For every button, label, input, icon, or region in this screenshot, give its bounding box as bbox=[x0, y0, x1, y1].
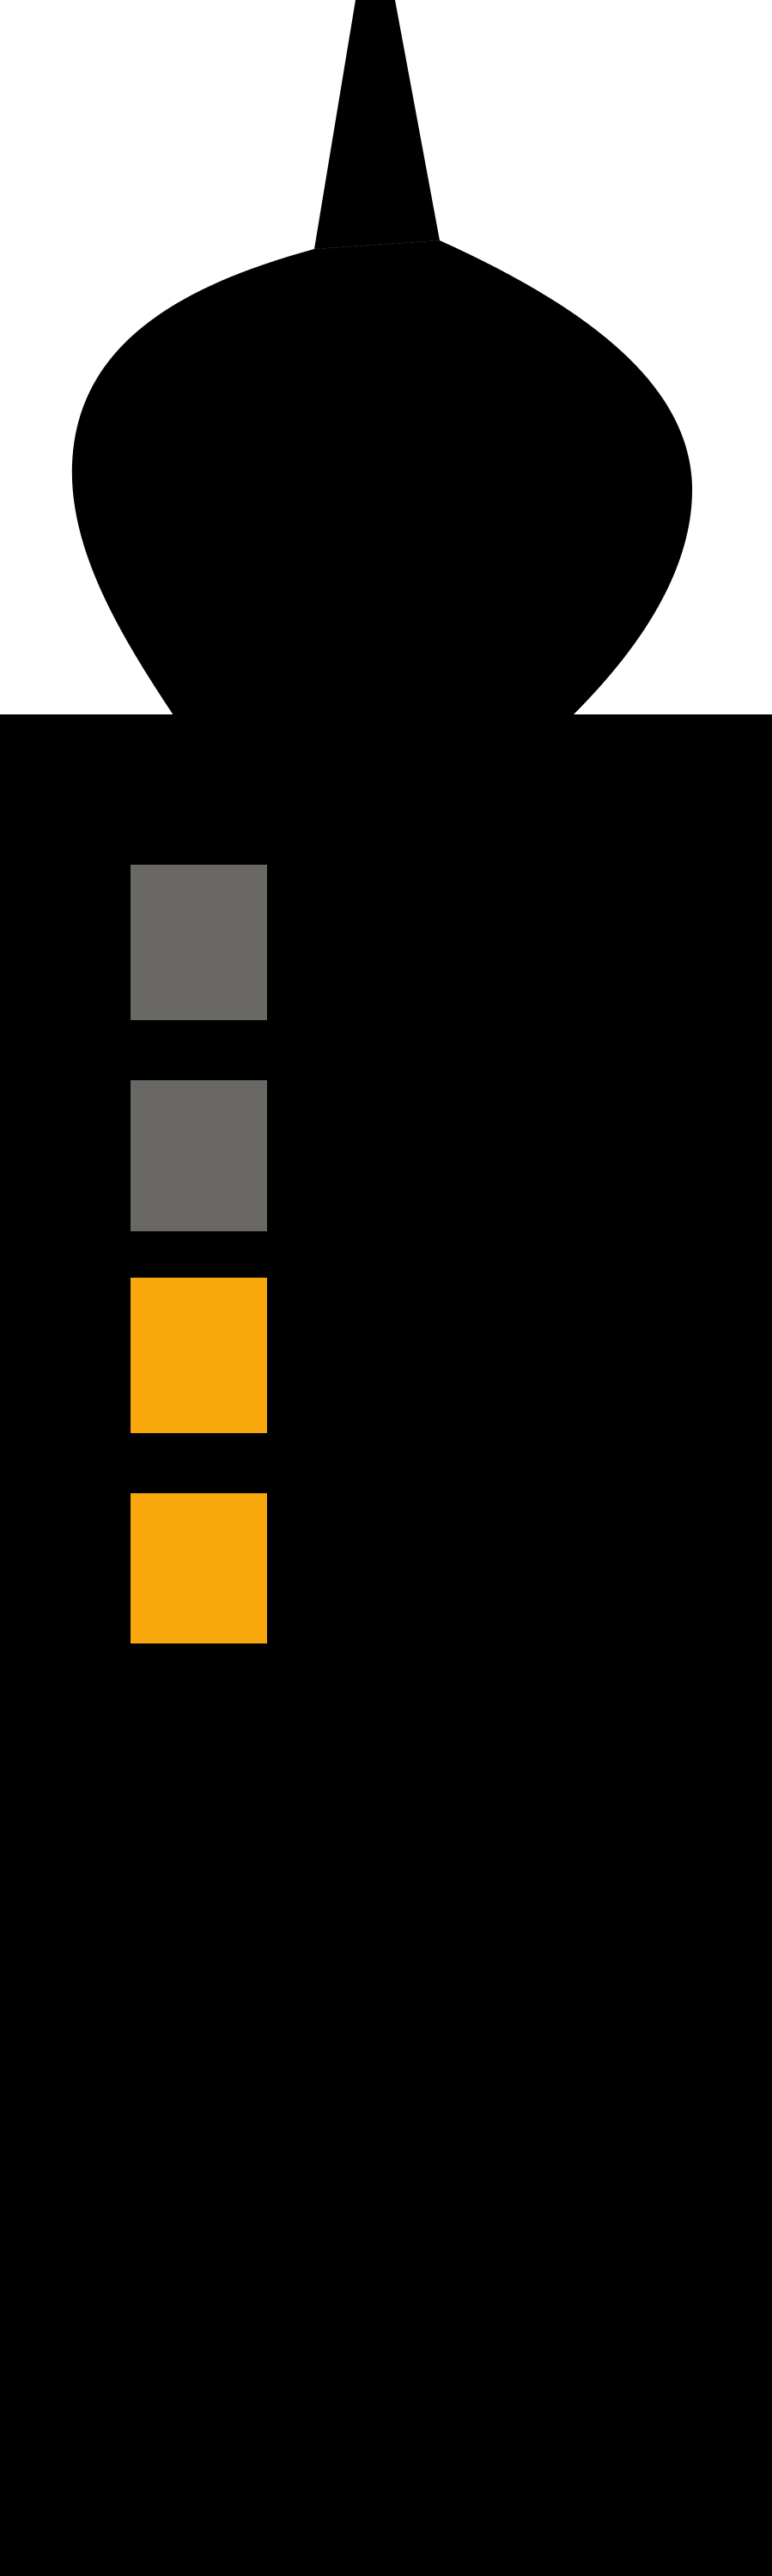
window-3 bbox=[131, 1278, 267, 1433]
window-1 bbox=[131, 865, 267, 1020]
window-4 bbox=[131, 1493, 267, 1643]
window-2 bbox=[131, 1080, 267, 1231]
onion-dome-shape bbox=[71, 240, 693, 718]
tower-body bbox=[0, 714, 772, 2576]
spire-shape bbox=[314, 0, 440, 249]
